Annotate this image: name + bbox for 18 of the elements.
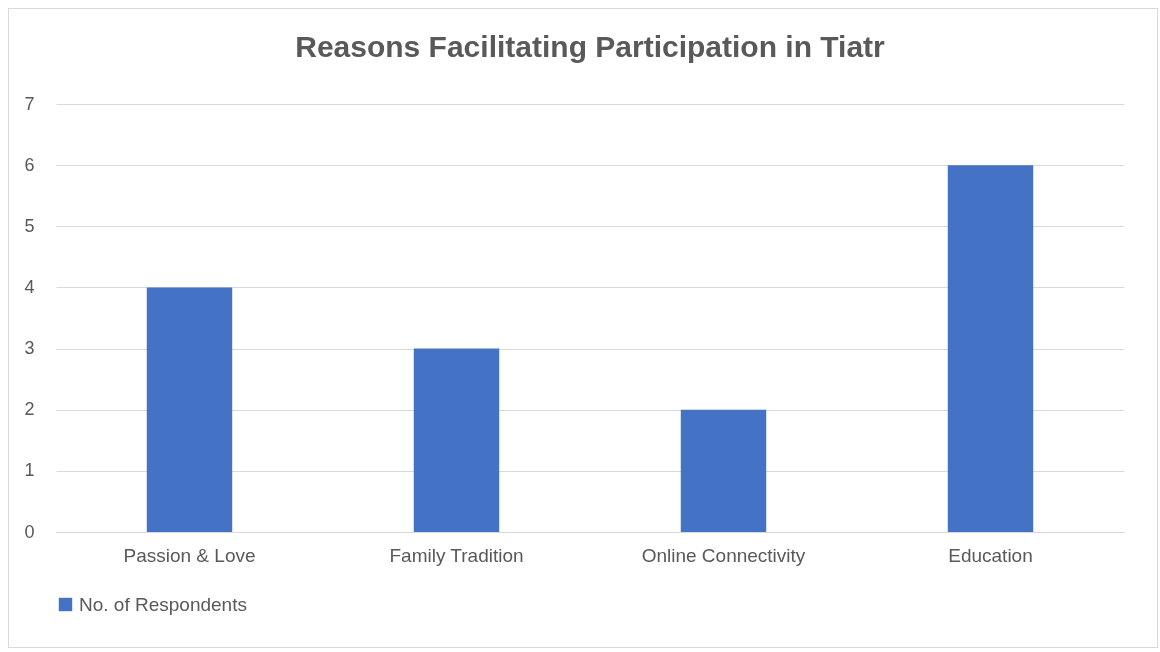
x-tick-label: Family Tradition bbox=[389, 544, 524, 566]
y-tick-label: 4 bbox=[24, 276, 35, 297]
bar bbox=[413, 348, 500, 532]
legend-label: No. of Respondents bbox=[79, 593, 247, 615]
bar bbox=[680, 409, 767, 532]
bar bbox=[146, 287, 233, 532]
x-tick-label: Online Connectivity bbox=[641, 544, 806, 566]
y-tick-label: 1 bbox=[24, 460, 35, 481]
x-tick-label: Education bbox=[948, 544, 1033, 566]
x-tick-label: Passion & Love bbox=[123, 544, 256, 566]
y-tick-label: 2 bbox=[24, 399, 35, 420]
y-tick-label: 6 bbox=[24, 154, 35, 175]
chart-title: Reasons Facilitating Participation in Tiatr bbox=[295, 30, 886, 63]
bar bbox=[947, 165, 1034, 532]
y-tick-label: 7 bbox=[24, 93, 35, 114]
y-tick-label: 5 bbox=[24, 215, 35, 236]
y-tick-label: 0 bbox=[24, 521, 35, 542]
y-tick-label: 3 bbox=[24, 338, 35, 359]
